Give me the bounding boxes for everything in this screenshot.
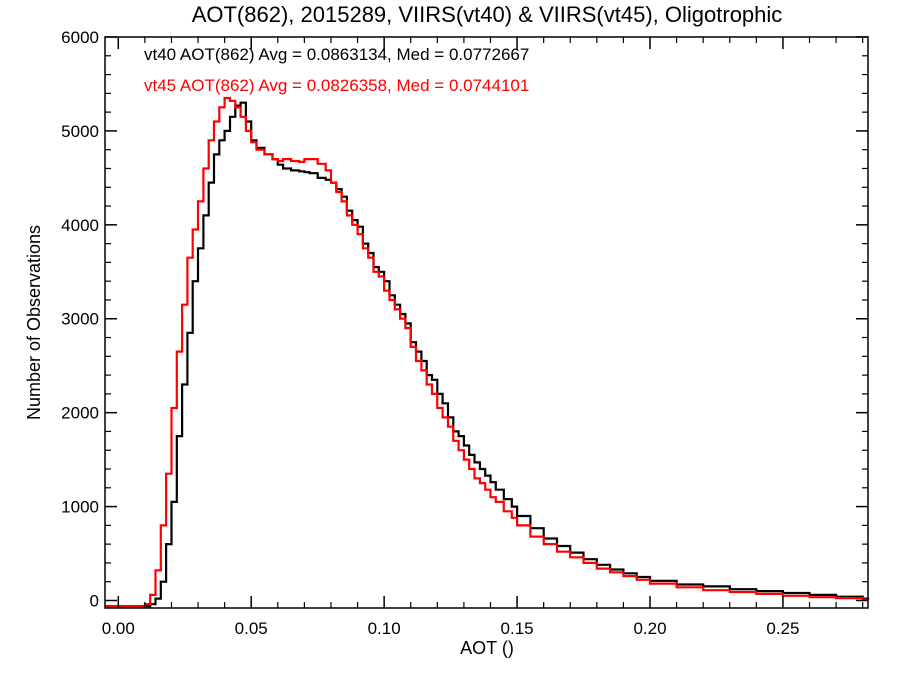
series-layer [105,96,870,608]
x-tick-label: 0.00 [102,619,135,638]
chart-title: AOT(862), 2015289, VIIRS(vt40) & VIIRS(v… [192,2,783,27]
y-tick-label: 2000 [61,404,99,423]
x-tick-label: 0.20 [633,619,666,638]
series-line-0 [105,101,870,608]
x-tick-label: 0.05 [235,619,268,638]
x-tick-label: 0.10 [368,619,401,638]
y-tick-label: 5000 [61,122,99,141]
annotation-vt40-stats: vt40 AOT(862) Avg = 0.0863134, Med = 0.0… [144,45,529,64]
plot-frame [104,36,869,609]
x-tick-label: 0.25 [766,619,799,638]
y-axis-label: Number of Observations [24,225,44,420]
y-tick-label: 4000 [61,216,99,235]
y-tick-label: 0 [90,591,99,610]
x-tick-label: 0.15 [501,619,534,638]
annotation-vt45-stats: vt45 AOT(862) Avg = 0.0826358, Med = 0.0… [144,76,529,95]
y-tick-label: 3000 [61,310,99,329]
y-tick-label: 1000 [61,498,99,517]
axes-layer: 0.00 0.05 0.10 0.15 0.20 0.25 0 1000 2000 3000 400… [61,28,868,638]
y-tick-label: 6000 [61,28,99,47]
series-line-1 [105,96,870,608]
x-axis-label: AOT () [460,638,514,658]
